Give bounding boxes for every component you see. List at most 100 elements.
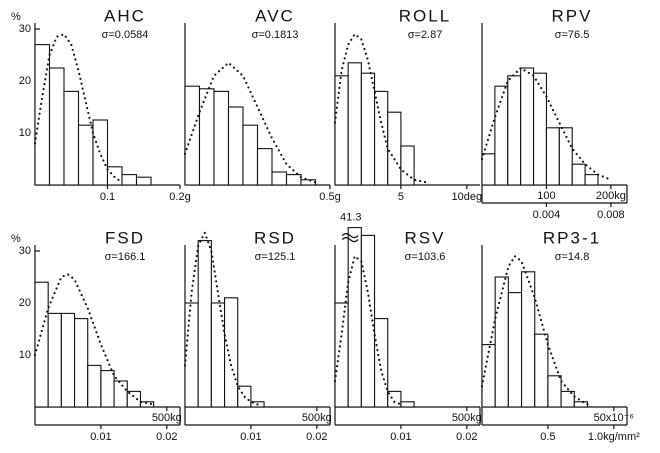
bar	[285, 174, 302, 186]
y-tick-label: 30	[19, 245, 31, 257]
bar	[47, 312, 62, 408]
y-tick-label: 10	[19, 127, 31, 139]
bar	[242, 124, 259, 186]
bar	[184, 302, 199, 408]
bar	[256, 148, 273, 186]
bar	[494, 85, 509, 186]
bar	[507, 292, 523, 408]
bar	[360, 72, 376, 186]
x2-tick-label: 500kg	[452, 412, 482, 424]
bar	[334, 302, 349, 408]
bar	[135, 176, 152, 186]
bar	[34, 44, 51, 186]
bar	[223, 297, 239, 408]
x-tick-label: 0.02	[156, 431, 177, 443]
bar	[73, 318, 89, 408]
normal-curve	[183, 61, 317, 184]
bar	[300, 179, 317, 186]
sigma-label: σ=14.8	[555, 251, 590, 263]
x-tick-label: 0.1	[100, 191, 115, 203]
bar	[387, 111, 402, 186]
bar	[77, 124, 94, 186]
y-tick-label: 20	[19, 297, 31, 309]
bar	[400, 145, 415, 186]
x-tick-label: 10deg	[452, 191, 483, 203]
panel-title: AVC	[255, 6, 295, 25]
bar	[87, 364, 102, 408]
normal-curve	[480, 254, 589, 406]
bar	[210, 302, 226, 408]
panel-title: RSD	[254, 228, 296, 247]
bar	[213, 90, 230, 186]
x-tick-label: 0.02	[306, 431, 327, 443]
bar	[271, 171, 288, 186]
bar	[139, 401, 155, 408]
normal-curve	[333, 32, 429, 184]
x-tick-label: 1.0kg/mm²	[588, 431, 640, 443]
x-tick-label: 0.5g	[319, 191, 340, 203]
normal-curve	[183, 230, 259, 406]
sigma-label: σ=125.1	[255, 251, 296, 263]
bar	[545, 127, 560, 186]
sigma-label: σ=166.1	[105, 251, 146, 263]
bar	[560, 390, 575, 408]
panel-title: RSV	[405, 228, 446, 247]
bar	[126, 390, 142, 408]
x-tick-label: 0.004	[533, 209, 561, 221]
bar	[533, 72, 547, 186]
x2-tick-label: 500kg	[152, 412, 182, 424]
panel-title: RPV	[552, 6, 593, 25]
bar	[584, 174, 599, 186]
y-tick-label: 20	[19, 75, 31, 87]
x-tick-label: 0.01	[90, 431, 111, 443]
x-tick-label: 0.01	[390, 431, 411, 443]
bar	[481, 153, 496, 186]
bar	[373, 90, 389, 186]
bar	[48, 67, 65, 186]
x2-tick-label: 500kg	[302, 412, 332, 424]
bar	[347, 227, 362, 408]
x2-tick-label: 50x10⁻⁶	[594, 412, 634, 424]
bar	[507, 75, 522, 186]
sigma-label: σ=76.5	[555, 29, 590, 41]
panel-title: FSD	[105, 228, 145, 247]
value-label: 41.3	[340, 212, 361, 224]
bar	[373, 318, 389, 408]
x-tick-label: 0.008	[597, 209, 625, 221]
bar	[198, 88, 215, 186]
bar	[113, 380, 128, 408]
axis-break	[341, 233, 359, 243]
bar	[547, 375, 562, 408]
normal-curve	[33, 32, 124, 184]
bar	[100, 370, 115, 408]
x2-tick-label: 200kg	[596, 190, 626, 202]
bar	[400, 401, 415, 408]
y-axis-label: %	[11, 11, 21, 23]
bar	[494, 276, 509, 408]
bar	[534, 333, 549, 408]
y-tick-label: 30	[19, 23, 31, 35]
bar	[197, 240, 212, 408]
bar	[227, 106, 244, 186]
bar	[121, 174, 138, 186]
x-tick-label: 0.01	[240, 431, 261, 443]
bar	[571, 163, 586, 186]
bar	[347, 62, 362, 186]
sigma-label: σ=2.87	[408, 29, 443, 41]
normal-curve	[33, 273, 155, 406]
panel-title: AHC	[104, 6, 146, 25]
bar	[60, 312, 76, 408]
y-axis-label: %	[11, 233, 21, 245]
normal-curve	[480, 66, 612, 181]
panel-title: RP3-1	[543, 228, 601, 247]
x2-tick-label: 100	[537, 190, 555, 202]
x-tick-label: 0.2g	[169, 191, 190, 203]
bar	[520, 67, 535, 186]
bar	[334, 75, 349, 186]
panel-title: ROLL	[399, 6, 451, 25]
sigma-label: σ=0.0584	[102, 29, 149, 41]
bar	[573, 401, 589, 408]
x-tick-label: 0.02	[456, 431, 477, 443]
bar	[63, 90, 80, 186]
